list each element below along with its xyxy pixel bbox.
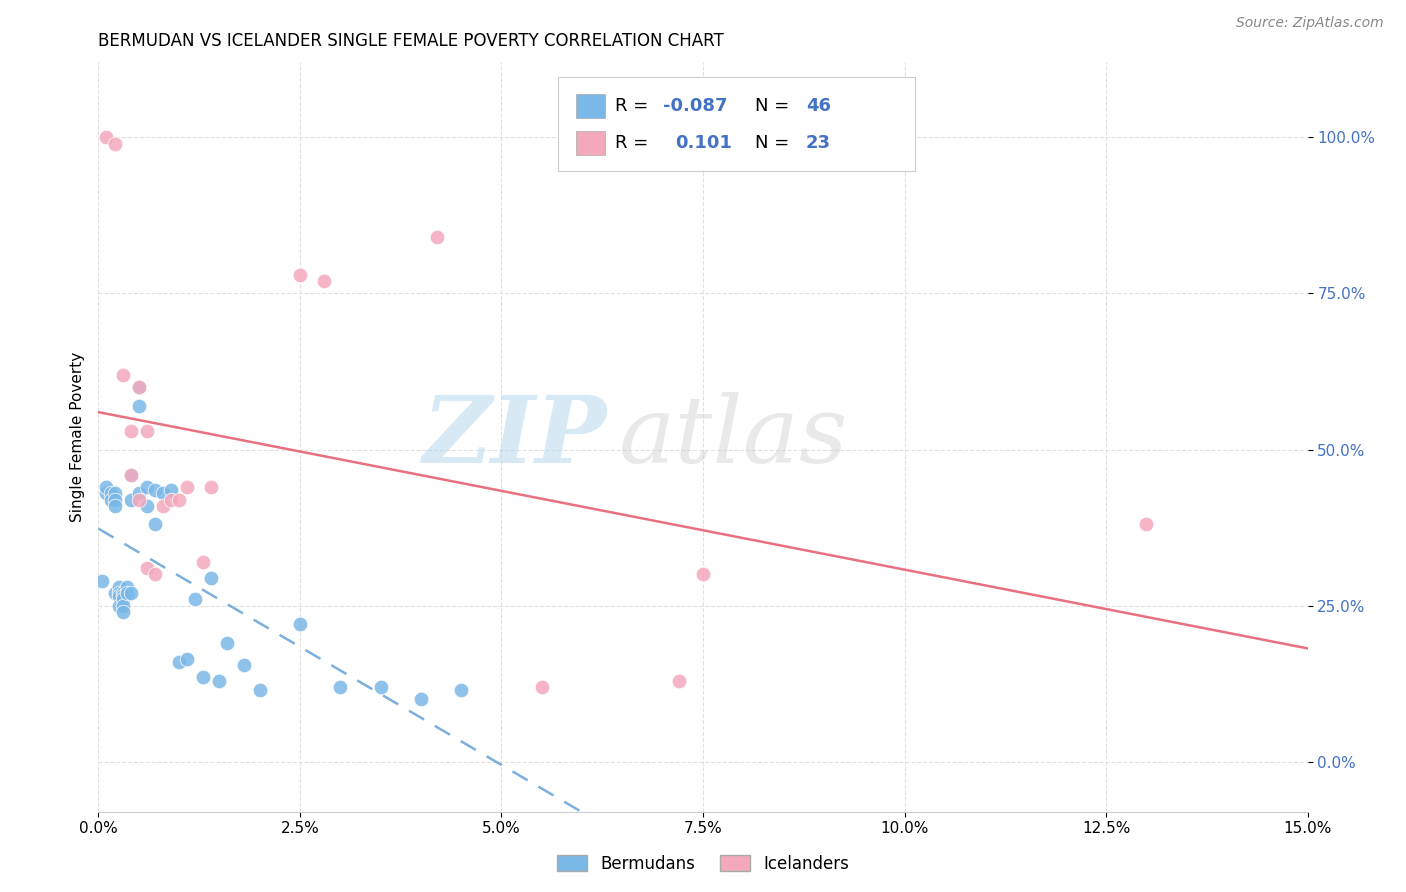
Point	[200, 571, 222, 585]
Point	[103, 136, 125, 151]
Text: R =: R =	[614, 97, 654, 115]
Point	[100, 492, 122, 507]
Point	[96, 480, 118, 494]
Point	[176, 651, 198, 665]
Point	[120, 492, 142, 507]
Point	[143, 483, 166, 498]
Point	[120, 467, 142, 482]
Point	[167, 492, 190, 507]
Text: N =: N =	[755, 134, 794, 152]
Point	[111, 605, 134, 619]
Text: 0.101: 0.101	[675, 134, 733, 152]
Point	[184, 592, 207, 607]
Point	[100, 486, 122, 500]
Point	[208, 673, 231, 688]
Point	[111, 592, 134, 607]
Point	[160, 483, 183, 498]
Text: ZIP: ZIP	[422, 392, 606, 482]
Point	[128, 380, 150, 394]
Text: 23: 23	[806, 134, 831, 152]
FancyBboxPatch shape	[576, 130, 605, 154]
Point	[370, 680, 392, 694]
Point	[135, 480, 157, 494]
Point	[143, 567, 166, 582]
Point	[249, 683, 271, 698]
Point	[115, 586, 138, 600]
Point	[96, 130, 118, 145]
Point	[426, 230, 449, 244]
Text: BERMUDAN VS ICELANDER SINGLE FEMALE POVERTY CORRELATION CHART: BERMUDAN VS ICELANDER SINGLE FEMALE POVE…	[98, 32, 724, 50]
Point	[193, 671, 215, 685]
Point	[152, 499, 174, 513]
Point	[143, 517, 166, 532]
Point	[314, 274, 336, 288]
Point	[135, 561, 157, 575]
Point	[115, 580, 138, 594]
Point	[450, 683, 472, 698]
Point	[107, 586, 129, 600]
Point	[107, 580, 129, 594]
Point	[91, 574, 114, 588]
Point	[103, 499, 125, 513]
Y-axis label: Single Female Poverty: Single Female Poverty	[69, 352, 84, 522]
Point	[288, 617, 311, 632]
Point	[103, 492, 125, 507]
Text: R =: R =	[614, 134, 654, 152]
Point	[128, 399, 150, 413]
Point	[107, 590, 129, 604]
Point	[152, 486, 174, 500]
Point	[107, 599, 129, 613]
Point	[160, 492, 183, 507]
Point	[96, 486, 118, 500]
Point	[692, 567, 714, 582]
Text: Source: ZipAtlas.com: Source: ZipAtlas.com	[1236, 16, 1384, 30]
Point	[111, 599, 134, 613]
Legend: Bermudans, Icelanders: Bermudans, Icelanders	[550, 848, 856, 880]
Point	[200, 480, 222, 494]
Point	[232, 658, 254, 673]
Point	[120, 586, 142, 600]
Point	[176, 480, 198, 494]
Point	[128, 486, 150, 500]
Point	[111, 590, 134, 604]
FancyBboxPatch shape	[576, 94, 605, 118]
Text: -0.087: -0.087	[664, 97, 727, 115]
Point	[329, 680, 352, 694]
Point	[193, 555, 215, 569]
Point	[111, 368, 134, 382]
Point	[103, 586, 125, 600]
Point	[135, 424, 157, 438]
Point	[120, 467, 142, 482]
Text: 46: 46	[806, 97, 831, 115]
Point	[103, 486, 125, 500]
Text: atlas: atlas	[619, 392, 848, 482]
Point	[135, 499, 157, 513]
Point	[409, 692, 432, 706]
Point	[128, 380, 150, 394]
Point	[120, 424, 142, 438]
Point	[288, 268, 311, 282]
Point	[668, 673, 690, 688]
Point	[128, 492, 150, 507]
Point	[167, 655, 190, 669]
Point	[111, 586, 134, 600]
Text: N =: N =	[755, 97, 794, 115]
FancyBboxPatch shape	[558, 78, 915, 171]
Point	[530, 680, 553, 694]
Point	[217, 636, 239, 650]
Point	[1135, 517, 1157, 532]
